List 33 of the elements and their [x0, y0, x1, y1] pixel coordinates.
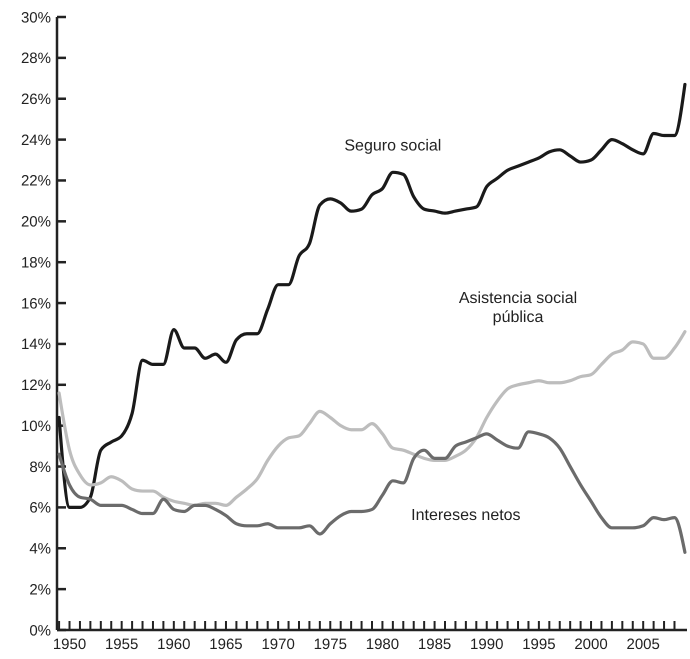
x-tick-label: 1955: [104, 636, 138, 653]
line-series: [57, 330, 687, 507]
y-tick-label: 30%: [20, 9, 51, 26]
y-tick-label: 18%: [20, 254, 51, 272]
series-label: Seguro social: [344, 137, 442, 154]
x-tick-label: 1990: [470, 636, 504, 653]
x-tick-label: 1970: [261, 636, 295, 653]
x-tick-label: 1985: [418, 636, 452, 653]
y-tick-label: 16%: [20, 295, 51, 312]
y-tick-label: 22%: [20, 172, 51, 190]
y-tick-label: 28%: [20, 50, 51, 68]
x-tick-label: 2005: [626, 636, 660, 653]
series-label: Intereses netos: [411, 507, 521, 524]
x-tick-label: 1975: [314, 636, 347, 653]
x-tick-label: 1950: [52, 636, 86, 653]
y-tick-label: 20%: [20, 214, 51, 231]
y-tick-label: 4%: [29, 540, 51, 558]
y-tick-label: 2%: [29, 581, 51, 598]
y-tick-label: 24%: [20, 132, 51, 149]
x-tick-label: 1980: [366, 636, 400, 653]
y-tick-label: 10%: [20, 418, 51, 435]
x-tick-label: 1965: [209, 636, 243, 653]
y-tick-label: 6%: [29, 500, 51, 517]
x-tick-label: 1995: [522, 636, 556, 653]
y-tick-label: 0%: [29, 622, 51, 640]
x-tick-label: 1960: [157, 636, 191, 653]
text: Asistencia social pública: [458, 290, 578, 326]
y-tick-label: 12%: [20, 377, 51, 394]
y-tick-label: 8%: [29, 458, 51, 476]
line-series: [57, 430, 687, 554]
y-tick-label: 14%: [20, 336, 51, 354]
x-tick-label: 2000: [574, 636, 608, 653]
y-tick-label: 26%: [20, 90, 51, 108]
